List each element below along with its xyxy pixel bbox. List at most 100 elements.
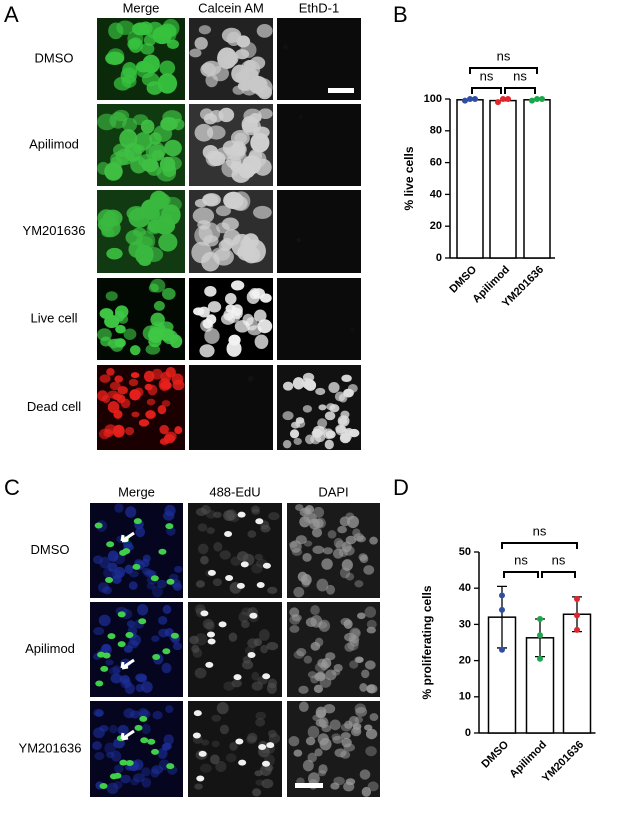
cell (253, 205, 272, 219)
cell (151, 748, 160, 755)
cell (134, 244, 154, 265)
cell (231, 64, 249, 83)
cell (133, 518, 142, 525)
cell (212, 578, 222, 587)
cell (298, 701, 309, 712)
cell (241, 660, 254, 670)
cell (114, 566, 126, 578)
cell (307, 752, 318, 763)
bar (489, 99, 517, 259)
cell (134, 724, 143, 731)
cell (189, 635, 199, 645)
micrograph (188, 701, 282, 797)
cell (299, 507, 311, 517)
cell (133, 773, 145, 783)
cell (247, 732, 258, 743)
cell (318, 404, 327, 411)
cell (161, 662, 172, 674)
cell (114, 375, 124, 383)
cell (255, 711, 267, 720)
cell (303, 512, 316, 524)
y-axis-label: % live cells (402, 146, 416, 210)
arrow (120, 531, 135, 543)
cell (301, 574, 312, 586)
cell (302, 553, 312, 562)
cell (234, 320, 250, 333)
cell (341, 374, 352, 383)
data-point (529, 97, 535, 104)
cell (205, 661, 214, 668)
cell (254, 158, 272, 176)
cell (254, 334, 269, 349)
cell (108, 666, 120, 676)
cell (337, 525, 347, 534)
cell (251, 505, 260, 513)
significance-bracket (471, 87, 502, 94)
cell (153, 300, 165, 311)
cell (197, 306, 210, 318)
cell (361, 669, 370, 679)
y-tick-label: 60 (430, 157, 442, 169)
y-axis-label: % proliferating cells (420, 585, 434, 699)
cell (132, 759, 144, 771)
row-label: Live cell (31, 310, 78, 325)
arrow (120, 658, 135, 670)
cell (322, 547, 333, 555)
cell (109, 724, 118, 734)
cell (223, 681, 235, 691)
cell (172, 118, 185, 131)
cell (130, 372, 140, 379)
cell (295, 417, 305, 424)
cell (104, 314, 120, 328)
cell (315, 718, 327, 727)
cell (240, 620, 250, 629)
data-point (500, 96, 506, 102)
cell (202, 144, 219, 160)
data-point (495, 99, 501, 106)
cell (250, 132, 270, 153)
arrow (120, 729, 135, 741)
cell (352, 528, 361, 538)
cell (158, 548, 167, 555)
cell (113, 76, 132, 91)
cell (103, 567, 114, 579)
cell (293, 650, 305, 659)
micrograph (90, 503, 183, 598)
cell (157, 73, 178, 94)
cell (133, 114, 149, 126)
cell (171, 373, 184, 385)
micrograph-background (277, 190, 361, 273)
data-point (472, 96, 478, 102)
cell (143, 34, 156, 47)
cell (289, 614, 301, 625)
cell (309, 518, 320, 530)
cell (293, 749, 303, 757)
cell (207, 638, 216, 645)
micrograph (188, 602, 282, 697)
cell (340, 429, 353, 442)
cell (113, 409, 123, 419)
panel-letter: B (393, 2, 408, 27)
micrograph-background (277, 104, 361, 186)
cell (148, 326, 164, 343)
cell (114, 503, 124, 513)
cell (105, 51, 125, 66)
cell (117, 611, 126, 618)
cell (215, 761, 227, 773)
micrograph (189, 18, 273, 100)
cell (315, 387, 326, 396)
cell (211, 740, 220, 748)
cell (100, 336, 112, 347)
row-label: Apilimod (29, 136, 79, 151)
cell (198, 25, 212, 35)
cell (135, 527, 146, 538)
cell (282, 411, 294, 421)
cell (231, 304, 243, 317)
cell (289, 607, 300, 617)
data-point (499, 646, 505, 653)
cell (302, 759, 314, 772)
micrograph (287, 602, 380, 697)
cell (341, 541, 352, 553)
cell (162, 163, 177, 177)
cell (365, 728, 378, 740)
